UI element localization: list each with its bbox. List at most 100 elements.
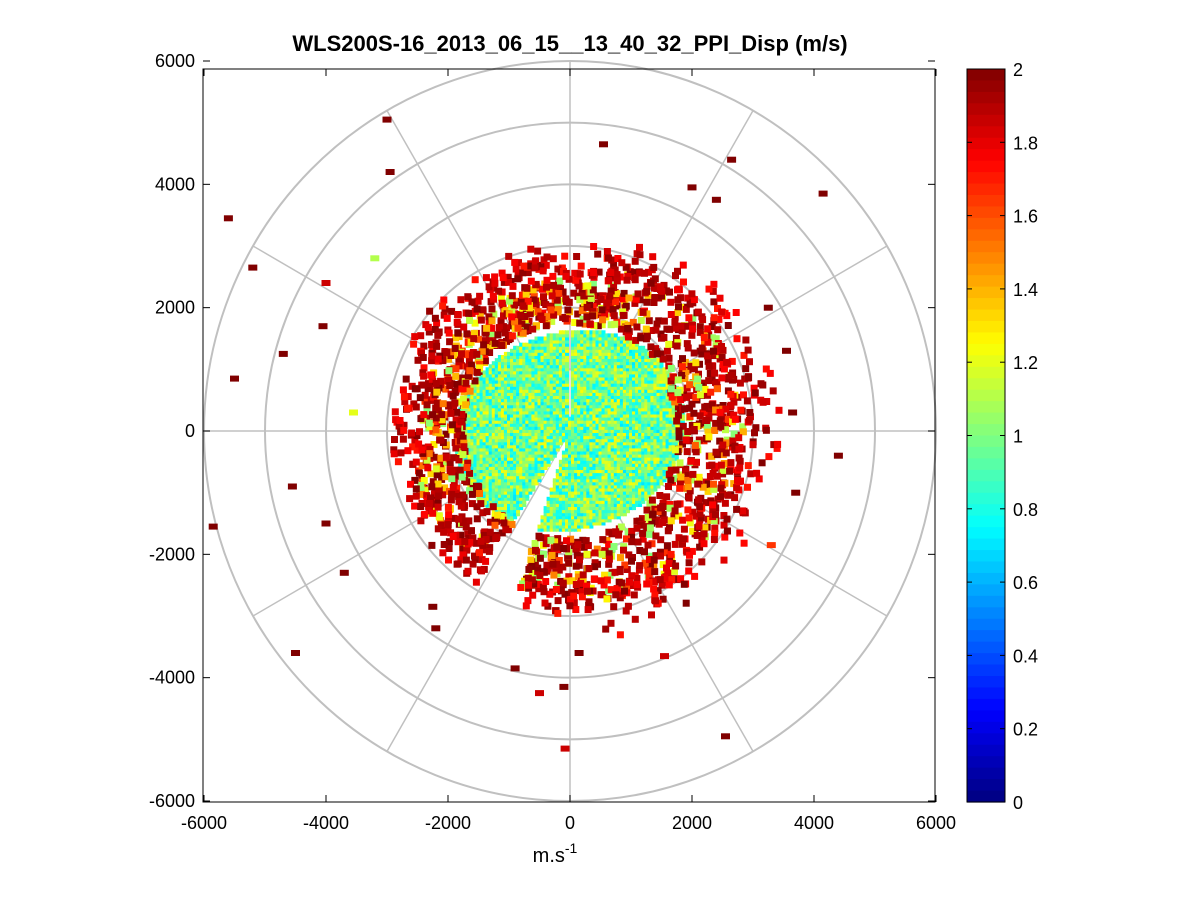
data-point <box>519 456 524 461</box>
data-point <box>684 483 692 491</box>
data-point <box>460 443 468 451</box>
data-point <box>442 385 450 393</box>
data-point <box>589 425 594 430</box>
data-point <box>485 410 490 415</box>
data-point <box>558 435 563 440</box>
data-point <box>571 472 575 477</box>
data-point <box>622 512 627 517</box>
data-point <box>546 345 551 350</box>
data-point <box>549 429 554 433</box>
data-point <box>598 410 603 415</box>
data-point <box>555 416 560 421</box>
data-point <box>534 395 539 400</box>
data-point <box>635 401 640 406</box>
data-point <box>644 469 649 474</box>
data-point <box>543 419 548 424</box>
data-point <box>589 416 594 421</box>
data-point <box>531 559 539 567</box>
data-point <box>610 432 615 437</box>
data-point <box>516 506 521 511</box>
data-point <box>525 376 530 381</box>
data-point <box>525 317 533 325</box>
data-point <box>555 521 560 526</box>
data-point <box>561 450 566 455</box>
data-point <box>525 447 530 452</box>
data-point <box>534 367 539 372</box>
data-point <box>652 326 660 334</box>
data-point <box>543 425 548 430</box>
data-point <box>473 441 478 446</box>
data-point <box>507 429 511 433</box>
data-point <box>458 447 463 452</box>
data-point <box>589 392 594 396</box>
data-point <box>540 435 545 440</box>
data-point <box>610 481 615 486</box>
data-point <box>482 453 487 458</box>
data-point <box>531 484 536 489</box>
data-point <box>583 509 588 514</box>
data-point <box>513 438 518 443</box>
data-point <box>622 475 627 480</box>
data-point <box>589 447 594 452</box>
data-point <box>586 456 591 461</box>
data-point <box>476 385 481 390</box>
data-point <box>674 422 679 427</box>
data-point <box>559 313 567 321</box>
data-point <box>604 493 609 498</box>
data-point <box>516 481 521 486</box>
data-point <box>632 503 636 507</box>
data-point <box>586 320 594 328</box>
data-point <box>645 317 653 325</box>
data-point <box>565 432 569 437</box>
data-point <box>485 413 490 418</box>
data-point <box>622 509 627 514</box>
data-point <box>613 509 618 514</box>
data-point <box>662 398 667 403</box>
data-point <box>659 388 664 393</box>
data-point <box>519 361 524 366</box>
data-point <box>479 379 484 384</box>
data-point <box>723 420 731 427</box>
data-point <box>543 355 548 359</box>
data-point <box>601 388 606 393</box>
data-point <box>622 345 627 350</box>
data-point <box>641 475 646 480</box>
data-point <box>591 559 599 567</box>
data-point <box>491 478 496 483</box>
data-point <box>626 268 634 276</box>
data-point <box>610 512 615 517</box>
data-point <box>491 516 499 524</box>
data-point <box>546 407 551 412</box>
data-point <box>473 475 478 480</box>
data-point <box>635 447 640 452</box>
data-point <box>510 481 514 486</box>
data-point <box>500 398 505 403</box>
data-point <box>647 462 652 467</box>
data-point <box>638 496 643 501</box>
data-point <box>561 475 566 480</box>
data-point <box>558 388 563 393</box>
data-point <box>619 512 624 517</box>
data-point <box>500 499 505 504</box>
data-point <box>660 334 668 341</box>
data-point <box>546 441 551 446</box>
data-point <box>565 499 569 504</box>
data-point <box>635 379 640 384</box>
data-point <box>622 435 627 440</box>
data-point <box>499 323 507 331</box>
data-point <box>592 336 597 341</box>
data-point <box>635 413 640 418</box>
data-point <box>644 432 649 437</box>
data-point <box>497 444 502 449</box>
data-point <box>674 411 682 419</box>
data-point <box>586 475 591 480</box>
data-point <box>595 475 600 480</box>
data-point <box>584 542 592 549</box>
data-point <box>555 333 560 338</box>
data-point <box>481 357 489 365</box>
data-point <box>540 419 545 424</box>
data-point <box>507 499 511 504</box>
data-point <box>549 355 554 359</box>
data-point <box>432 414 440 422</box>
